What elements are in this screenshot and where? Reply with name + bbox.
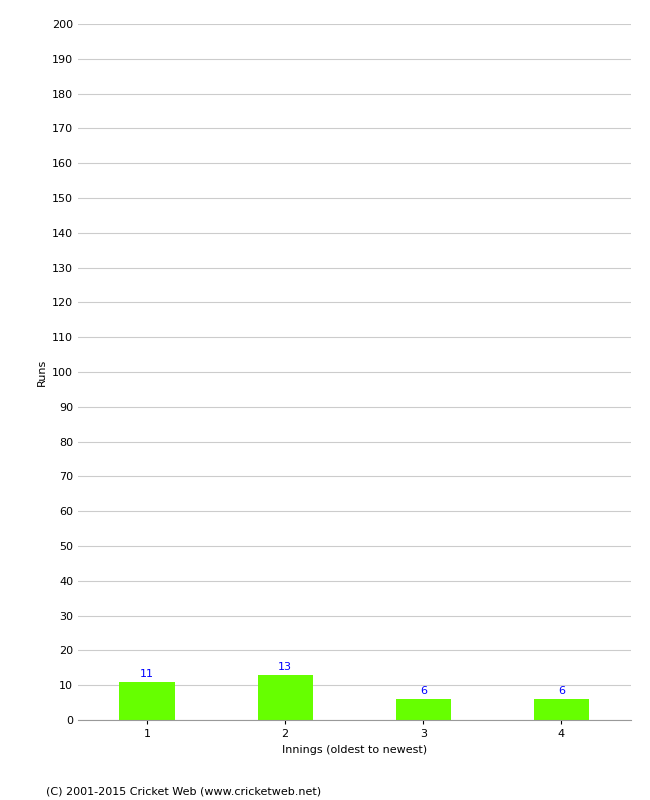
X-axis label: Innings (oldest to newest): Innings (oldest to newest)	[281, 745, 427, 754]
Bar	[257, 674, 313, 720]
Y-axis label: Runs: Runs	[36, 358, 46, 386]
Bar	[120, 682, 175, 720]
Text: 13: 13	[278, 662, 292, 672]
Text: 11: 11	[140, 669, 154, 679]
Text: 6: 6	[558, 686, 565, 696]
Text: (C) 2001-2015 Cricket Web (www.cricketweb.net): (C) 2001-2015 Cricket Web (www.cricketwe…	[46, 786, 320, 796]
Text: 6: 6	[420, 686, 427, 696]
Bar	[396, 699, 451, 720]
Bar	[534, 699, 589, 720]
